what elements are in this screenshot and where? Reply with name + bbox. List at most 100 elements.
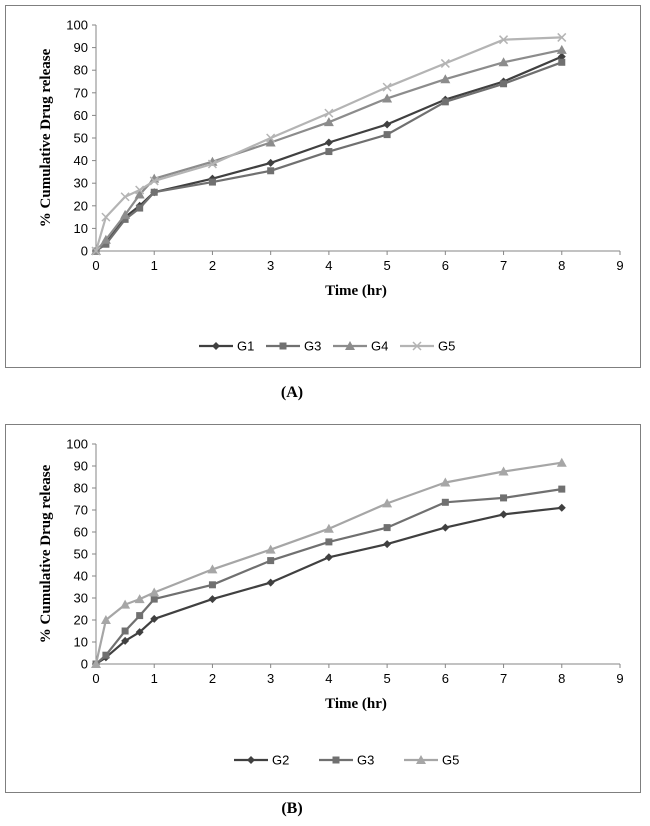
- chart-a-legend-label-G5: G5: [438, 339, 455, 354]
- chart-b-legend-label-G5: G5: [442, 753, 459, 768]
- chart-a-point-G5-stroke-2: [324, 108, 334, 118]
- chart-a-point-G5-stroke-2: [135, 185, 145, 195]
- chart-b-point-G3: [325, 538, 333, 546]
- chart-b-series-G5: [91, 457, 567, 668]
- chart-b-point-G2: [266, 578, 275, 587]
- chart-b-legend: G2 G3 G5: [234, 753, 459, 768]
- chart-a-point-G5-stroke-2: [149, 176, 159, 186]
- chart-b-legend-label-G3: G3: [357, 753, 374, 768]
- chart-a-point-G3: [136, 204, 144, 212]
- chart-a-point-G1: [383, 120, 392, 129]
- chart-a-x-tick-label: 9: [616, 258, 623, 273]
- chart-a-legend-swatch-marker: [345, 341, 355, 350]
- chart-b-point-G3: [136, 612, 144, 620]
- chart-a-series-G3: [92, 58, 566, 255]
- chart-b-y-tick-label: 10: [74, 635, 88, 650]
- chart-a-line-G3: [95, 61, 563, 252]
- chart-b-point-G3: [558, 485, 566, 493]
- chart-a-x-tick-label: 6: [442, 258, 449, 273]
- chart-b-point-G5: [440, 477, 451, 487]
- chart-b-point-G2: [121, 636, 130, 645]
- chart-a-point-G4: [134, 189, 145, 199]
- chart-a-point-G3: [150, 188, 158, 196]
- chart-b-point-G2: [324, 553, 333, 562]
- chart-a-x-tick-label: 5: [383, 258, 390, 273]
- chart-a-y-axis-title: % Cumulative Drug release: [38, 48, 54, 227]
- chart-b-x-tick-label: 8: [558, 671, 565, 686]
- chart-b-point-G3: [150, 595, 158, 603]
- chart-a-x-tick-label: 1: [151, 258, 158, 273]
- chart-panel-a: 0 10 20 30 40 50 60 70 80 90 100 0 1 2 3 4 5 6 7 8 9 Time (hr…: [5, 5, 641, 368]
- chart-b-legend-label-G2: G2: [272, 753, 289, 768]
- chart-b-x-tick-label: 6: [442, 671, 449, 686]
- chart-a-point-G5: [135, 185, 145, 195]
- chart-b-line-G3: [95, 488, 562, 665]
- chart-b-y-tick-label: 100: [66, 437, 88, 452]
- chart-a-point-G3: [267, 167, 275, 175]
- chart-b-point-G5: [382, 498, 393, 508]
- chart-panel-b: 0 10 20 30 40 50 60 70 80 90 100 0 1 2 3 4 5 6 7 8 9 Time (hr…: [5, 424, 641, 793]
- chart-a-x-tick-label: 4: [325, 258, 332, 273]
- chart-a-legend: G1 G3 G4 G5: [199, 339, 455, 354]
- chart-b-y-tick-label: 20: [74, 613, 88, 628]
- chart-b-point-G3: [441, 498, 449, 506]
- chart-a-point-G4: [440, 74, 451, 84]
- chart-b-point-G3: [102, 651, 110, 659]
- chart-b-legend-swatch-marker: [247, 756, 255, 764]
- chart-a-point-G5-stroke-2: [440, 58, 450, 68]
- chart-b-x-tick-label: 0: [92, 671, 99, 686]
- chart-a-point-G4: [100, 234, 111, 244]
- chart-a-legend-item-G5: G5: [400, 339, 455, 354]
- chart-a-point-G5: [382, 82, 392, 92]
- chart-a-point-G5: [149, 176, 159, 186]
- chart-a-point-G5-stroke-2: [91, 246, 101, 256]
- chart-b-x-tick-label: 9: [616, 671, 623, 686]
- chart-a-point-G5-stroke-2: [101, 212, 111, 222]
- chart-b-x-tick-label: 4: [325, 671, 332, 686]
- chart-a-point-G5: [266, 133, 276, 143]
- chart-a-legend-label-G1: G1: [237, 339, 254, 354]
- chart-a-point-G3: [121, 215, 129, 223]
- chart-b-point-G5: [207, 564, 218, 574]
- chart-a-y-tick-label: 60: [74, 108, 88, 123]
- chart-a-y-tick-label: 40: [74, 153, 88, 168]
- chart-b-point-G5: [556, 457, 567, 467]
- chart-b-y-axis-title: % Cumulative Drug release: [38, 464, 54, 643]
- chart-a-point-G4: [382, 93, 393, 103]
- chart-a-point-G1: [266, 158, 275, 167]
- chart-b-point-G5: [120, 599, 131, 609]
- chart-a-point-G4: [323, 117, 334, 127]
- chart-b-legend-item-G3: G3: [319, 753, 374, 768]
- chart-a-point-G5-stroke-2: [382, 82, 392, 92]
- chart-a-legend-swatch-marker: [412, 341, 422, 351]
- chart-a-point-G5-stroke-2: [207, 159, 217, 169]
- chart-b-y-tick-label: 40: [74, 569, 88, 584]
- chart-b-line-G2: [95, 506, 562, 665]
- chart-a-legend-label-G3: G3: [304, 339, 321, 354]
- chart-a-svg: 0 10 20 30 40 50 60 70 80 90 100 0 1 2 3 4 5 6 7 8 9 Time (hr…: [38, 18, 624, 354]
- chart-a-point-G1: [557, 52, 566, 61]
- chart-a-point-G5-stroke-2: [266, 133, 276, 143]
- chart-b-point-G5: [134, 594, 145, 604]
- chart-a-point-G3: [441, 98, 449, 106]
- chart-a-point-G5-stroke-2: [557, 32, 567, 42]
- chart-a-point-G4: [265, 137, 276, 147]
- chart-b-point-G2: [208, 595, 217, 604]
- chart-b-svg: 0 10 20 30 40 50 60 70 80 90 100 0 1 2 3 4 5 6 7 8 9 Time (hr…: [38, 437, 624, 768]
- chart-b-y-tick-label: 80: [74, 481, 88, 496]
- chart-b-legend-swatch-marker: [416, 755, 426, 764]
- chart-b-y-tick-label: 0: [81, 657, 88, 672]
- chart-a-x-tick-label: 8: [558, 258, 565, 273]
- panel-label-b: (B): [281, 800, 303, 817]
- chart-b-point-G2: [557, 503, 566, 512]
- chart-b-y-tick-label: 90: [74, 459, 88, 474]
- chart-a-point-G5: [440, 58, 450, 68]
- chart-a-x-tick-label: 2: [209, 258, 216, 273]
- chart-a-y-tick-label: 30: [74, 176, 88, 191]
- chart-a-y-tick-label: 90: [74, 40, 88, 55]
- chart-b-point-G3: [500, 494, 508, 502]
- chart-a-y-tick-label: 70: [74, 85, 88, 100]
- chart-b-x-tick-label: 7: [500, 671, 507, 686]
- chart-a-legend-swatch-marker-stroke-2: [412, 341, 422, 351]
- chart-b-point-G5: [498, 466, 509, 476]
